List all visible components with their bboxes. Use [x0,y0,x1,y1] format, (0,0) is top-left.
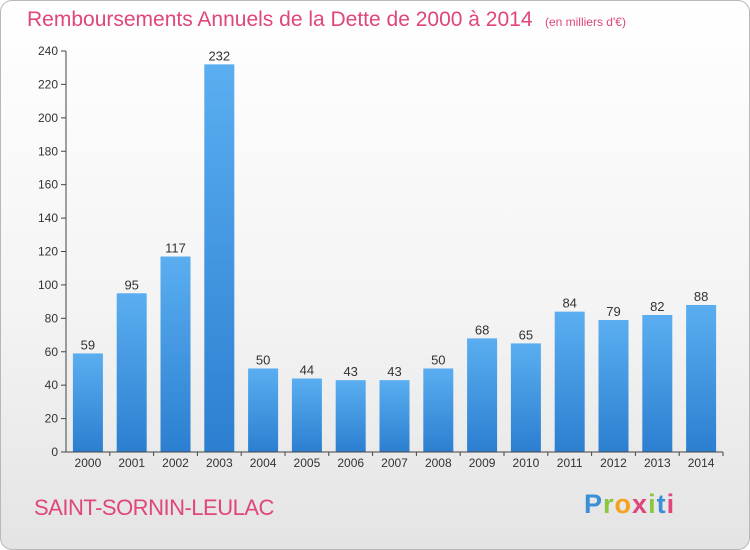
x-tick-label: 2005 [294,456,321,470]
x-tick-label: 2003 [206,456,233,470]
data-label: 232 [208,48,230,63]
bar [598,320,629,452]
chart-unit-note: (en milliers d'€) [544,15,626,29]
data-label: 44 [300,362,314,377]
x-tick-label: 2011 [557,456,583,470]
x-tick-label: 2004 [250,456,277,470]
data-label: 65 [519,327,533,342]
data-label: 59 [81,337,95,352]
location-name: SAINT-SORNIN-LEULAC [34,495,274,520]
x-tick-label: 2009 [469,456,496,470]
chart-title-row: Remboursements Annuels de la Dette de 20… [27,8,626,32]
bars: 59 95 117 232 50 44 43 43 50 68 65 84 79 82 88 [72,48,717,452]
x-tick-label: 2001 [118,456,145,470]
chart-title: Remboursements Annuels de la Dette de 20… [27,8,533,31]
bar-chart: 0 20 40 60 80 100 120 140 160 180 200 220 240 59 95 11… [38,44,724,470]
logo-letter: r [603,489,615,519]
x-tick-label: 2006 [337,456,364,470]
bar [335,380,366,452]
y-tick-label: 120 [38,245,58,259]
bar [248,368,279,452]
x-tick-label: 2002 [162,456,189,470]
x-tick-label: 2014 [688,456,715,470]
y-tick-label: 180 [38,144,58,158]
data-label: 50 [256,352,270,367]
x-tick-label: 2000 [75,456,102,470]
x-tick-label: 2008 [425,456,452,470]
bar [204,64,235,452]
bar [72,353,103,452]
y-tick-label: 20 [45,412,59,426]
bar [510,343,541,452]
x-tick-label: 2007 [381,456,408,470]
bar [423,368,454,452]
y-axis: 0 20 40 60 80 100 120 140 160 180 200 220 240 [38,44,67,459]
bar [686,304,717,452]
logo-letter: o [614,489,633,519]
y-tick-label: 80 [45,311,59,325]
y-tick-label: 240 [38,44,58,58]
y-tick-label: 100 [38,278,58,292]
data-label: 84 [562,296,576,311]
logo-letter: t [656,489,667,519]
x-tick-label: 2013 [644,456,671,470]
x-tick-label: 2012 [600,456,627,470]
y-tick-label: 40 [45,378,59,392]
logo-letter: P [584,489,604,519]
y-tick-label: 0 [51,445,58,459]
y-tick-label: 60 [45,345,59,359]
data-label: 79 [606,304,620,319]
bar [116,293,147,452]
x-tick-label: 2010 [513,456,540,470]
bar [160,256,191,452]
data-label: 88 [694,289,708,304]
data-label: 43 [343,364,357,379]
data-label: 50 [431,352,445,367]
data-label: 68 [475,322,489,337]
logo-letter: i [666,489,676,519]
y-tick-label: 220 [38,77,58,91]
y-tick-label: 160 [38,178,58,192]
data-label: 117 [165,241,186,256]
data-label: 82 [650,299,664,314]
logo-letter: x [632,489,649,519]
bar [291,378,322,452]
x-axis: 2000 2001 2002 2003 2004 2005 2006 2007 2008 2009… [66,451,724,470]
proxiti-logo: Proxiti [584,489,675,520]
data-label: 43 [387,364,401,379]
bar [554,311,585,452]
data-label: 95 [124,277,138,292]
y-tick-label: 200 [38,111,58,125]
logo-letter: i [648,489,657,519]
bar [642,314,673,452]
y-tick-label: 140 [38,211,58,225]
bar [467,338,498,452]
bar [379,380,410,452]
